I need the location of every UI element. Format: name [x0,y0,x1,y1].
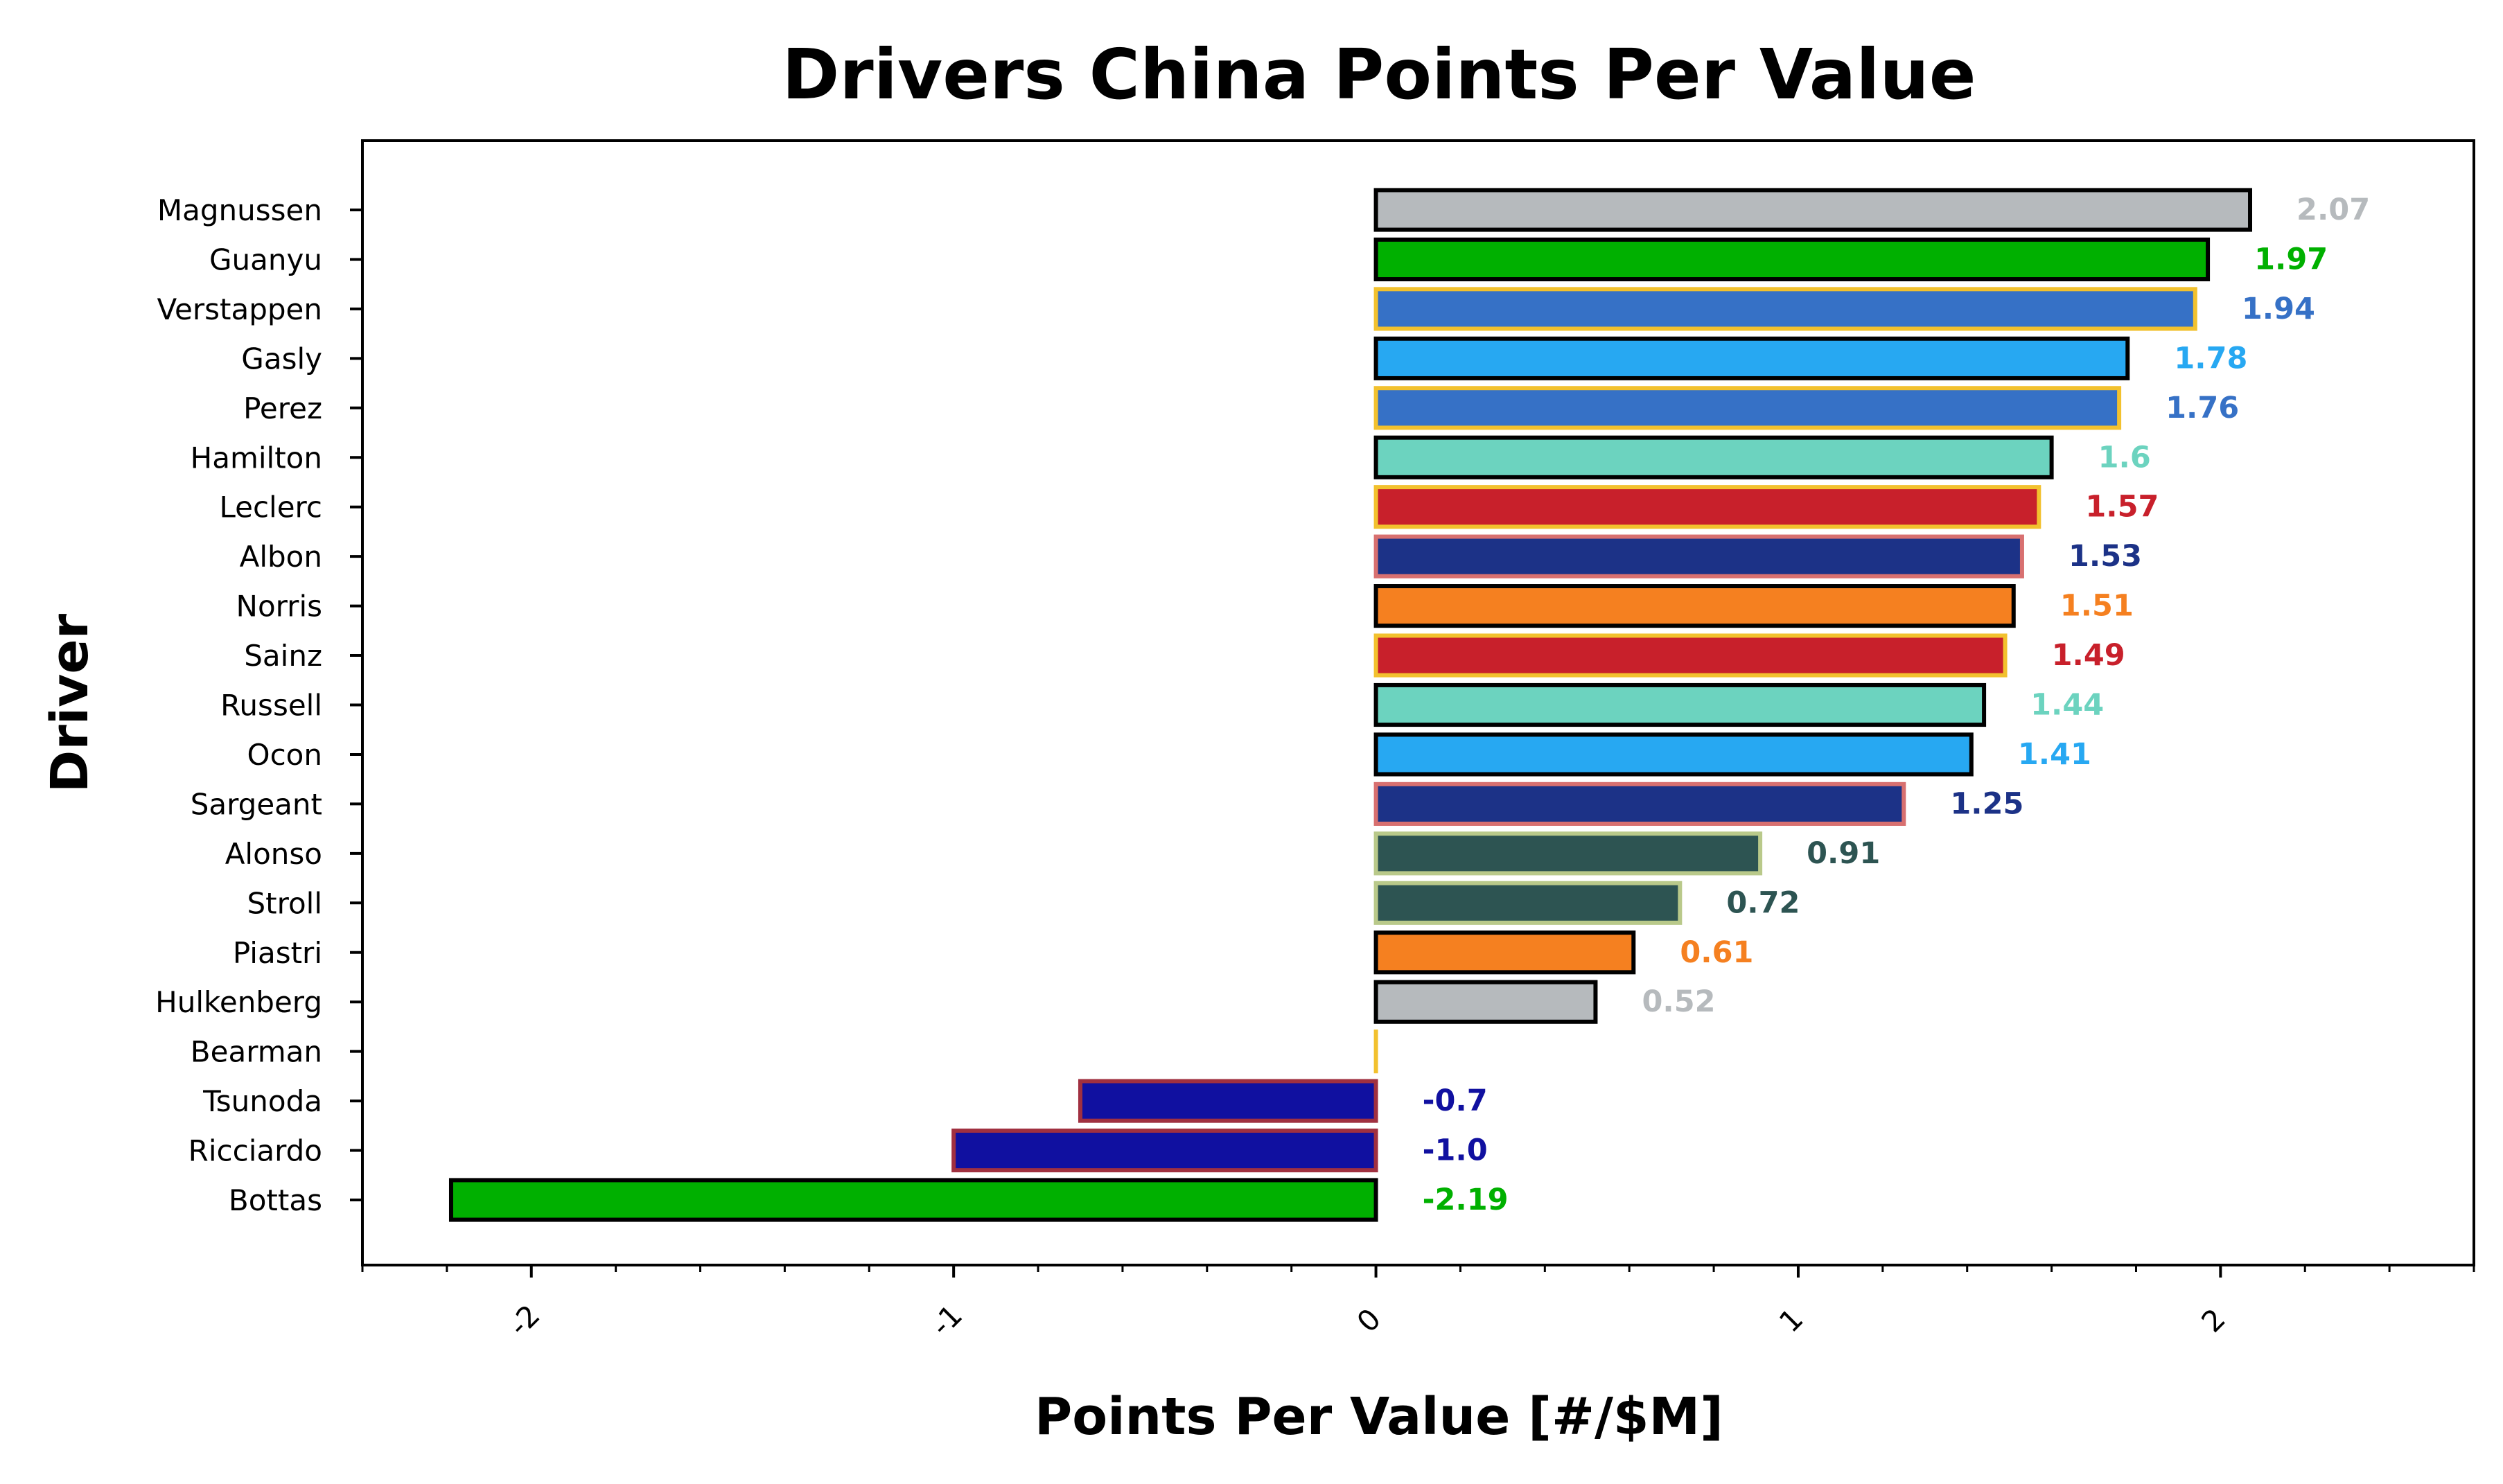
plot-area-frame [361,139,2475,1266]
x-tick-label: 0 [1351,1302,1388,1339]
bar [1373,781,1906,826]
bar [1373,980,1598,1024]
y-tick-label: Guanyu [209,242,322,276]
value-label: -2.19 [1423,1183,1509,1217]
x-tick-label: -2 [502,1298,546,1343]
x-tick-label: -1 [924,1298,969,1343]
bar [1373,237,2211,282]
value-label: 0.91 [1807,836,1880,871]
y-tick-label: Leclerc [219,491,322,524]
bar [1373,930,1636,975]
y-tick-label: Piastri [233,936,322,970]
bar [1373,386,2122,430]
value-label: 0.72 [1726,885,1800,920]
x-tick-label: 2 [2195,1302,2232,1339]
y-tick-label: Bearman [191,1035,322,1069]
value-label: 1.76 [2166,391,2239,425]
x-axis-label: Points Per Value [#/$M] [1035,1387,1723,1447]
bar [1373,485,2041,529]
bars-layer [448,188,2253,1222]
value-label: 0.61 [1680,935,1753,970]
value-label: -1.0 [1423,1133,1488,1168]
bar [448,1178,1378,1222]
bar [951,1128,1378,1173]
value-label: 1.51 [2060,589,2134,624]
y-axis: Magnussen Guanyu Verstappen Gasly Perez Hamil… [155,193,362,1217]
y-tick-label: Russell [220,689,322,723]
value-label: 1.97 [2254,242,2328,276]
y-tick-label: Magnussen [157,193,322,227]
y-tick-label: Gasly [241,342,322,376]
bar [1373,534,2024,578]
y-tick-label: Ricciardo [188,1134,322,1168]
value-label: 1.41 [2018,737,2091,772]
value-label: 1.44 [2030,688,2104,723]
value-label: 1.49 [2052,638,2125,673]
value-labels-layer: 2.07 1.97 1.94 1.78 1.76 1.6 1.57 1.53 1.51 1.49 1… [1423,193,2371,1217]
value-label: 2.07 [2296,193,2370,227]
y-tick-label: Hamilton [191,441,322,475]
bar [1078,1079,1378,1123]
bar [1373,732,1974,777]
y-tick-label: Stroll [247,886,322,920]
value-label: 1.25 [1950,786,2023,821]
y-tick-label: Tsunoda [202,1084,322,1118]
y-axis-label: Driver [40,613,100,793]
bar [1373,584,2016,628]
value-label: 1.53 [2069,539,2142,574]
bar [1373,336,2130,380]
value-label: -0.7 [1423,1084,1488,1118]
bar [1373,682,1987,727]
bar [1373,881,1683,925]
value-label: 1.57 [2085,490,2159,524]
bar [1373,831,1763,876]
y-tick-label: Perez [243,391,322,425]
value-label: 1.94 [2242,292,2315,326]
value-label: 1.78 [2174,341,2247,376]
value-label: 0.52 [1642,984,1715,1019]
bar [1373,633,2008,678]
y-tick-label: Hulkenberg [155,985,322,1019]
y-tick-label: Ocon [247,738,322,772]
y-tick-label: Albon [240,540,322,574]
x-axis: -2 -1 0 1 2 [361,1265,2475,1343]
y-tick-label: Norris [236,590,322,624]
y-tick-label: Sainz [244,639,322,673]
bar [1373,435,2054,479]
y-tick-label: Sargeant [191,787,322,821]
y-tick-label: Bottas [229,1183,322,1217]
value-label: 1.6 [2098,440,2151,475]
chart-title: Drivers China Points Per Value [782,34,1976,115]
y-tick-label: Alonso [225,837,322,871]
bar [1373,287,2197,331]
y-tick-label: Verstappen [157,292,322,326]
x-tick-label: 1 [1773,1302,1810,1339]
bar [1373,188,2253,232]
